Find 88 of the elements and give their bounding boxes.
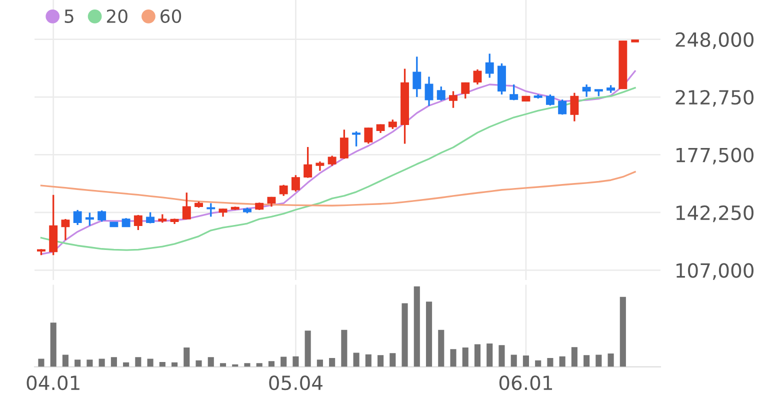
- bar: [62, 354, 68, 367]
- y-tick-label: 212,750: [676, 90, 754, 107]
- candlestick: [73, 209, 82, 226]
- bar: [316, 360, 323, 367]
- y-tick-label: 142,250: [676, 205, 754, 222]
- candlestick: [485, 52, 494, 79]
- candlestick: [340, 128, 348, 160]
- candlestick: [364, 126, 373, 145]
- bar: [74, 360, 81, 367]
- x-tick-label: 04.01: [26, 375, 80, 390]
- bar: [123, 362, 130, 367]
- candlestick: [424, 76, 434, 107]
- bar: [450, 349, 456, 367]
- bar: [256, 363, 262, 367]
- line-series: [40, 170, 636, 206]
- bar: [244, 363, 250, 367]
- legend-label: 5: [64, 10, 74, 24]
- bar: [414, 286, 420, 367]
- bar: [608, 354, 614, 367]
- bar: [147, 358, 154, 367]
- candlestick: [449, 90, 458, 109]
- y-tick-label: 107,000: [676, 263, 754, 280]
- bar: [474, 344, 481, 367]
- bar: [353, 352, 360, 367]
- candlestick: [412, 56, 422, 98]
- candlestick: [558, 98, 567, 116]
- candlestick: [582, 84, 591, 98]
- bar: [208, 357, 214, 367]
- bar: [486, 343, 493, 367]
- candlestick: [146, 211, 155, 224]
- bar: [402, 303, 408, 367]
- bar: [50, 322, 56, 367]
- bar: [559, 356, 566, 367]
- bar: [304, 330, 311, 367]
- legend-label: 20: [106, 9, 128, 24]
- candlestick: [134, 214, 142, 231]
- bar: [547, 358, 554, 367]
- candlestick: [461, 82, 470, 100]
- bar: [196, 360, 202, 367]
- bar: [135, 357, 142, 367]
- x-tick-label: 05.04: [269, 375, 322, 390]
- candlestick: [546, 94, 554, 106]
- candlestick: [182, 192, 191, 220]
- candlestick: [352, 130, 361, 148]
- y-tick-label: 248,000: [676, 32, 754, 49]
- bar: [280, 356, 287, 367]
- bar: [498, 345, 505, 367]
- candlestick: [510, 84, 518, 102]
- candlestick: [279, 184, 288, 197]
- candlestick: [328, 154, 336, 167]
- bar: [365, 354, 372, 367]
- bar: [426, 302, 432, 367]
- bar: [438, 330, 444, 367]
- candlestick: [316, 160, 324, 172]
- bar: [184, 348, 190, 367]
- bar: [584, 355, 590, 367]
- candlestick: [473, 68, 482, 86]
- x-tick-label: 06.01: [499, 375, 552, 390]
- bar: [571, 347, 578, 367]
- legend-label: 60: [160, 9, 182, 24]
- bar: [378, 355, 384, 367]
- bar: [510, 354, 517, 367]
- bar: [620, 296, 626, 367]
- candlestick: [388, 118, 397, 130]
- bar: [172, 362, 178, 367]
- bar: [86, 360, 93, 367]
- bar: [38, 358, 44, 367]
- bar: [462, 348, 468, 367]
- bar: [341, 330, 348, 367]
- candlestick: [98, 210, 106, 223]
- bar: [159, 362, 166, 367]
- candlestick: [206, 202, 216, 218]
- candlestick: [570, 92, 579, 122]
- bar: [329, 358, 336, 367]
- y-tick-label: 177,500: [676, 148, 754, 164]
- bar: [522, 356, 529, 367]
- bar: [110, 357, 117, 367]
- bar: [220, 363, 226, 367]
- bar: [390, 353, 396, 367]
- bar: [98, 358, 105, 367]
- candlestick: [304, 146, 312, 179]
- bar: [268, 361, 275, 367]
- candlestick: [61, 218, 70, 241]
- bar: [596, 354, 602, 367]
- bar: [292, 356, 299, 367]
- candlestick: [436, 86, 446, 102]
- bar: [535, 360, 542, 367]
- candlestick: [291, 174, 300, 192]
